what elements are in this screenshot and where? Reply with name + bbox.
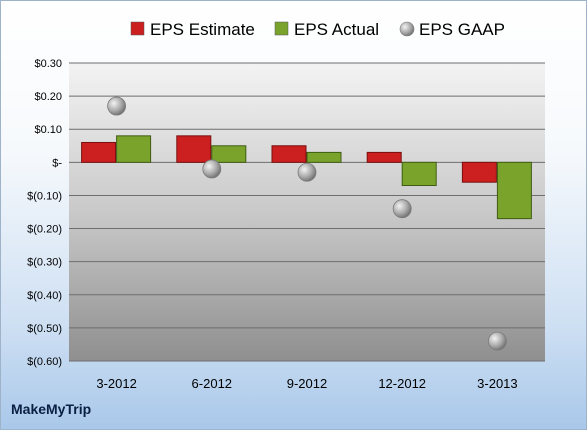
- legend: EPS Estimate EPS Actual EPS GAAP: [130, 20, 505, 39]
- x-tick-label: 6-2012: [192, 376, 232, 391]
- y-tick-label: $-: [52, 157, 62, 169]
- eps-estimate-bar: [271, 145, 307, 163]
- x-tick-label: 12-2012: [378, 376, 426, 391]
- y-tick-label: $0.10: [34, 124, 62, 136]
- eps-estimate-bar: [366, 151, 402, 163]
- y-tick-label: $(0.60): [27, 356, 62, 368]
- y-tick-label: $(0.10): [27, 190, 62, 202]
- x-axis-ticks: 3-2012 6-2012 9-2012 12-2012 3-2013: [96, 376, 517, 391]
- company-name: MakeMyTrip: [11, 401, 92, 417]
- y-axis-ticks: $0.30 $0.20 $0.10 $- $(0.10) $(0.20) $(0.30) $(…: [27, 58, 62, 368]
- legend-swatch: [274, 21, 289, 36]
- eps-gaap-point: [297, 162, 317, 182]
- eps-gaap-point: [202, 159, 222, 179]
- y-tick-label: $(0.50): [27, 323, 62, 335]
- eps-estimate-bar: [176, 135, 212, 163]
- eps-actual-bar: [211, 145, 247, 163]
- eps-estimate-bar: [461, 161, 497, 183]
- legend-label: EPS Estimate: [150, 20, 255, 39]
- gaap-points: [107, 96, 507, 351]
- eps-actual-bar: [401, 161, 437, 187]
- x-tick-label: 3-2012: [96, 376, 136, 391]
- y-tick-label: $(0.20): [27, 224, 62, 236]
- y-tick-label: $(0.40): [27, 290, 62, 302]
- bar-series: [81, 135, 532, 220]
- y-tick-label: $(0.30): [27, 257, 62, 269]
- x-tick-label: 9-2012: [287, 376, 327, 391]
- x-tick-label: 3-2013: [477, 376, 517, 391]
- eps-gaap-point: [487, 331, 507, 351]
- eps-gaap-point: [392, 199, 412, 219]
- eps-actual-bar: [496, 161, 532, 220]
- plot-area: [69, 63, 545, 361]
- eps-actual-bar: [306, 151, 342, 163]
- y-tick-label: $0.30: [34, 58, 62, 70]
- legend-swatch: [130, 21, 145, 36]
- eps-actual-bar: [116, 135, 152, 163]
- legend-label: EPS Actual: [294, 20, 379, 39]
- eps-gaap-point: [107, 96, 126, 116]
- legend-swatch: [399, 21, 415, 37]
- eps-estimate-bar: [81, 141, 117, 163]
- legend-label: EPS GAAP: [419, 20, 505, 39]
- y-tick-label: $0.20: [34, 91, 62, 103]
